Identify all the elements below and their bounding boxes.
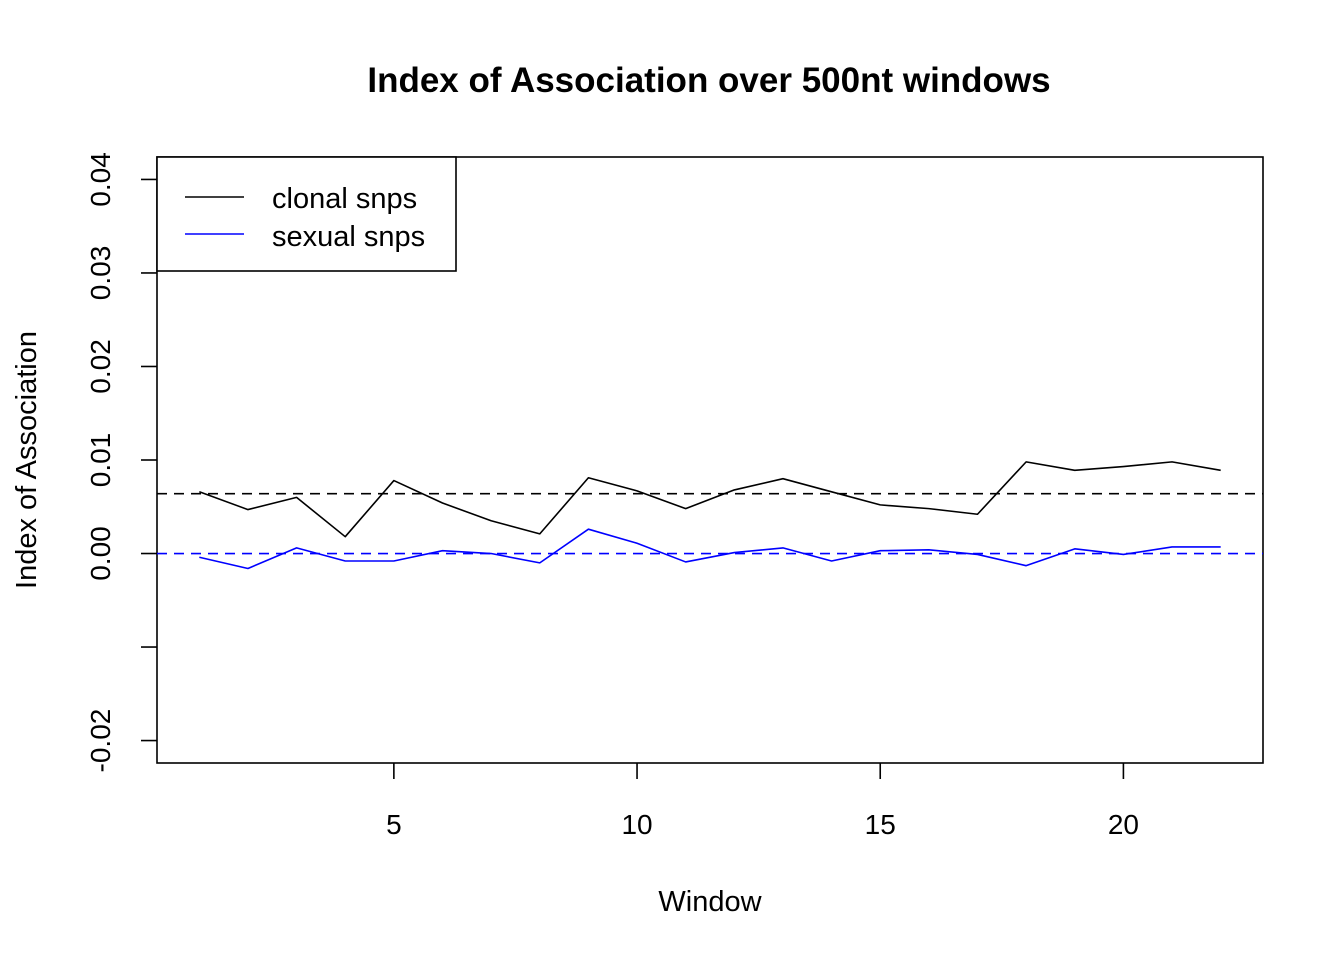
legend-box (156, 156, 457, 272)
legend-label-clonal: clonal snps (272, 183, 417, 215)
series-line-sexual-snps (199, 528, 1221, 570)
series-lines (199, 461, 1221, 570)
series-line-clonal-snps (199, 461, 1221, 538)
x-tick-label: 20 (1108, 809, 1139, 840)
x-axis-label: Window (658, 886, 762, 918)
reference-lines (157, 492, 1263, 555)
y-tick-label: 0.01 (85, 433, 116, 488)
x-tick-label: 5 (386, 809, 402, 840)
legend: clonal snps sexual snps (156, 156, 457, 272)
x-tick-label: 10 (621, 809, 652, 840)
y-tick-label: 0.00 (85, 526, 116, 581)
y-axis: -0.02 0.00 0.01 0.02 0.03 0.04 (85, 152, 157, 772)
y-tick-label: 0.03 (85, 246, 116, 301)
x-tick-label: 15 (865, 809, 896, 840)
chart-title: Index of Association over 500nt windows (367, 61, 1050, 100)
y-tick-label: 0.02 (85, 339, 116, 394)
y-axis-label: Index of Association (11, 331, 43, 589)
y-tick-label: 0.04 (85, 152, 116, 207)
y-tick-label: -0.02 (85, 709, 116, 773)
x-axis: 5 10 15 20 (386, 763, 1139, 840)
legend-label-sexual: sexual snps (272, 221, 425, 253)
